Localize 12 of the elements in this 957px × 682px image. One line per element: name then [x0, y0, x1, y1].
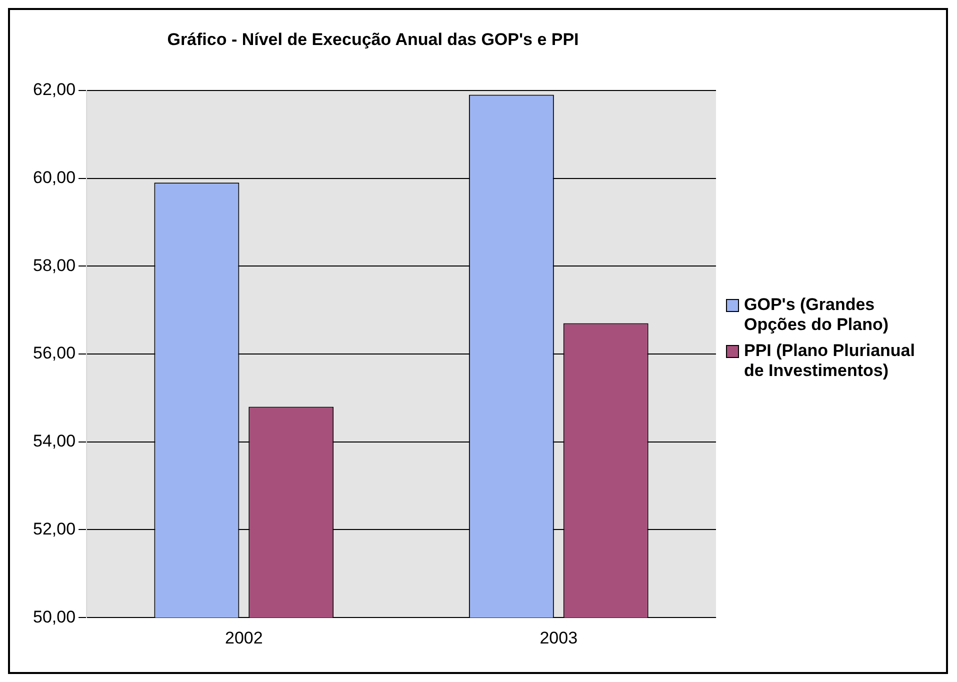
y-tick-label: 54,00 [32, 432, 76, 451]
x-tick-label: 2002 [224, 628, 263, 648]
y-tick-label: 60,00 [32, 168, 76, 187]
y-tick-label: 50,00 [32, 607, 76, 626]
y-tick-label: 58,00 [32, 256, 76, 275]
y-tick-label: 52,00 [32, 519, 76, 538]
legend-label: PPI (Plano Plurianual de Investimentos) [744, 341, 916, 381]
chart-title: Gráfico - Nível de Execução Anual das GOP's e PPI [167, 30, 579, 49]
y-tick-label: 62,00 [32, 80, 76, 100]
x-tick-label: 2003 [540, 628, 578, 648]
legend-label: GOP's (Grandes Opções do Plano) [744, 295, 890, 335]
y-tick-label: 56,00 [32, 344, 76, 363]
